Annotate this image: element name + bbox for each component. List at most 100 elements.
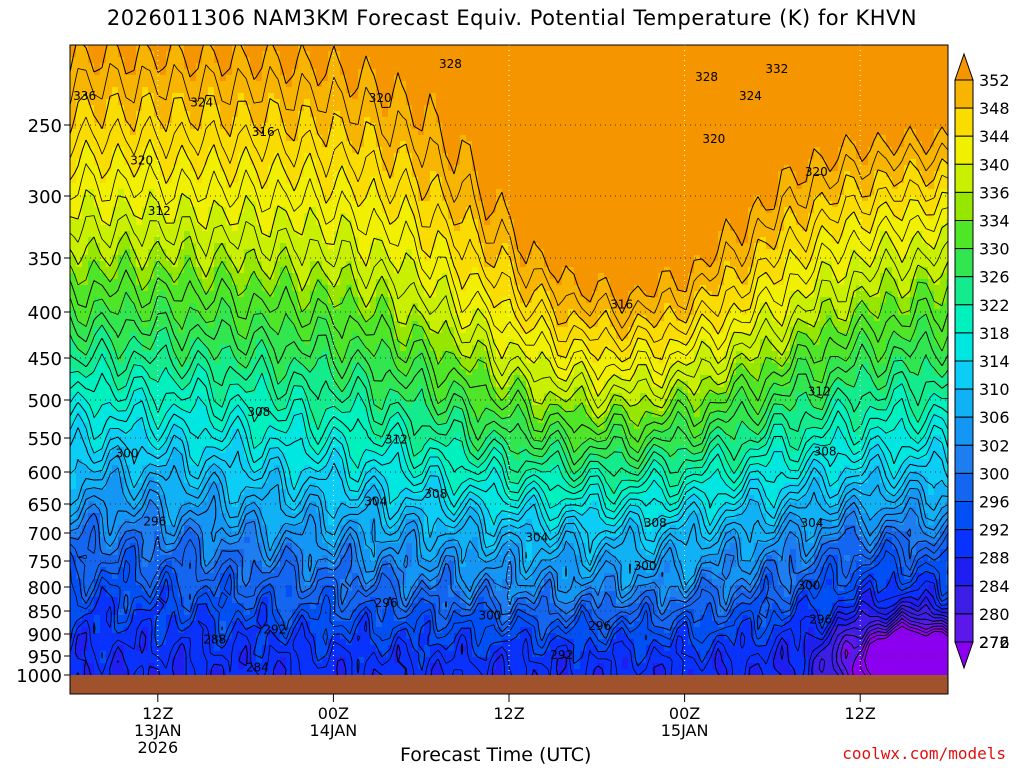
field-cell — [904, 117, 911, 124]
field-cell — [112, 63, 119, 70]
field-cell — [820, 219, 827, 226]
field-cell — [106, 105, 113, 112]
field-cell — [652, 51, 659, 58]
field-cell — [196, 87, 203, 94]
field-cell — [490, 45, 497, 52]
field-cell — [706, 213, 713, 220]
field-cell — [268, 87, 275, 94]
field-cell — [898, 75, 905, 82]
field-cell — [118, 213, 125, 220]
field-cell — [544, 207, 551, 214]
field-cell — [430, 147, 437, 154]
field-cell — [910, 165, 917, 172]
field-cell — [214, 231, 221, 238]
field-cell — [676, 141, 683, 148]
field-cell — [286, 207, 293, 214]
field-cell — [310, 189, 317, 196]
field-cell — [184, 159, 191, 166]
field-cell — [214, 93, 221, 100]
field-cell — [652, 87, 659, 94]
field-cell — [412, 93, 419, 100]
field-cell — [808, 141, 815, 148]
field-cell — [760, 225, 767, 232]
field-cell — [202, 57, 209, 64]
field-cell — [628, 153, 635, 160]
field-cell — [88, 183, 95, 190]
field-cell — [190, 189, 197, 196]
field-cell — [838, 111, 845, 118]
field-cell — [154, 219, 161, 226]
field-cell — [400, 177, 407, 184]
field-cell — [106, 93, 113, 100]
field-cell — [634, 201, 641, 208]
field-cell — [166, 111, 173, 118]
field-cell — [250, 81, 257, 88]
field-cell — [310, 87, 317, 94]
field-cell — [304, 51, 311, 58]
field-cell — [166, 105, 173, 112]
field-cell — [112, 207, 119, 214]
field-cell — [610, 111, 617, 118]
field-cell — [400, 195, 407, 202]
field-cell — [76, 171, 83, 178]
field-cell — [700, 93, 707, 100]
field-cell — [700, 201, 707, 208]
field-cell — [754, 213, 761, 220]
field-cell — [598, 99, 605, 106]
field-cell — [700, 195, 707, 202]
field-cell — [886, 141, 893, 148]
field-cell — [190, 99, 197, 106]
field-cell — [70, 81, 77, 88]
field-cell — [568, 231, 575, 238]
field-cell — [70, 69, 77, 76]
field-cell — [388, 207, 395, 214]
field-cell — [94, 111, 101, 118]
field-cell — [640, 51, 647, 58]
field-cell — [454, 165, 461, 172]
field-cell — [142, 81, 149, 88]
field-cell — [730, 117, 737, 124]
field-cell — [250, 195, 257, 202]
field-cell — [226, 69, 233, 76]
field-cell — [478, 123, 485, 130]
field-cell — [742, 207, 749, 214]
field-cell — [184, 231, 191, 238]
field-cell — [706, 177, 713, 184]
field-cell — [340, 189, 347, 196]
field-cell — [544, 195, 551, 202]
field-cell — [712, 75, 719, 82]
field-cell — [514, 207, 521, 214]
field-cell — [280, 105, 287, 112]
field-cell — [760, 75, 767, 82]
field-cell — [358, 111, 365, 118]
field-cell — [706, 75, 713, 82]
field-cell — [532, 141, 539, 148]
field-cell — [538, 243, 545, 250]
field-cell — [244, 123, 251, 130]
field-cell — [358, 135, 365, 142]
field-cell — [544, 141, 551, 148]
field-cell — [856, 243, 863, 250]
field-cell — [388, 141, 395, 148]
field-cell — [454, 153, 461, 160]
field-cell — [316, 207, 323, 214]
field-cell — [430, 129, 437, 136]
field-cell — [904, 69, 911, 76]
field-cell — [730, 213, 737, 220]
field-cell — [262, 243, 269, 250]
field-cell — [280, 213, 287, 220]
field-cell — [532, 75, 539, 82]
field-cell — [88, 177, 95, 184]
field-cell — [94, 153, 101, 160]
field-cell — [94, 231, 101, 238]
field-cell — [628, 81, 635, 88]
field-cell — [358, 213, 365, 220]
field-cell — [832, 45, 839, 52]
field-cell — [376, 45, 383, 52]
field-cell — [112, 189, 119, 196]
field-cell — [196, 207, 203, 214]
field-cell — [508, 117, 515, 124]
field-cell — [166, 237, 173, 244]
field-cell — [124, 207, 131, 214]
field-cell — [202, 183, 209, 190]
